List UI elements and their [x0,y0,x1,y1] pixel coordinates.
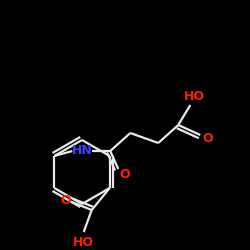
Text: O: O [202,132,212,145]
Text: O: O [60,194,71,206]
Text: O: O [119,168,130,181]
Text: HO: HO [73,236,94,248]
Text: HN: HN [72,144,93,158]
Text: HO: HO [184,90,205,102]
